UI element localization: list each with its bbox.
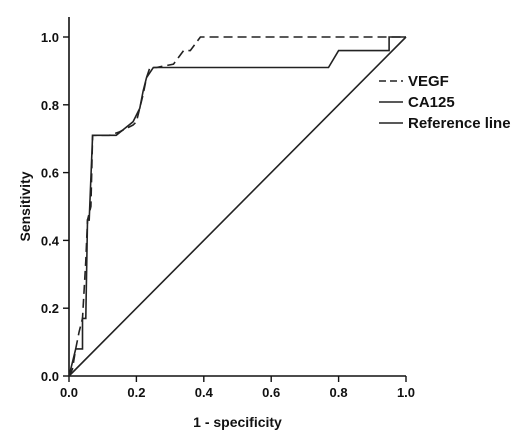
- x-tick-label: 0.6: [262, 385, 280, 400]
- x-axis-title: 1 - specificity: [193, 414, 282, 430]
- tick-marks: 0.0 0.2 0.4 0.6 0.8 1.0 0.0 0.2 0.4 0.6 0.8 1.0: [41, 30, 415, 400]
- x-tick-label: 0.2: [127, 385, 145, 400]
- y-axis-title: Sensitivity: [17, 171, 33, 241]
- legend: VEGF CA125 Reference line: [379, 73, 511, 132]
- axes: [68, 17, 406, 377]
- x-tick-label: 0.4: [195, 385, 214, 400]
- x-tick-label: 1.0: [397, 385, 415, 400]
- x-tick-label: 0.0: [60, 385, 78, 400]
- series-lines: [68, 36, 407, 377]
- legend-label-ca125: CA125: [408, 94, 455, 111]
- y-tick-label: 0.4: [41, 233, 60, 248]
- series-line-reference-line: [68, 36, 407, 377]
- y-tick-label: 0.6: [41, 166, 59, 181]
- legend-label-vegf: VEGF: [408, 73, 449, 90]
- y-tick-label: 0.8: [41, 98, 59, 113]
- y-tick-label: 0.2: [41, 301, 59, 316]
- y-tick-label: 1.0: [41, 30, 59, 45]
- y-tick-label: 0.0: [41, 369, 59, 384]
- legend-label-reference-line: Reference line: [408, 115, 511, 132]
- series-line-vegf: [68, 36, 406, 377]
- series-line-ca125: [68, 36, 406, 377]
- x-tick-label: 0.8: [330, 385, 348, 400]
